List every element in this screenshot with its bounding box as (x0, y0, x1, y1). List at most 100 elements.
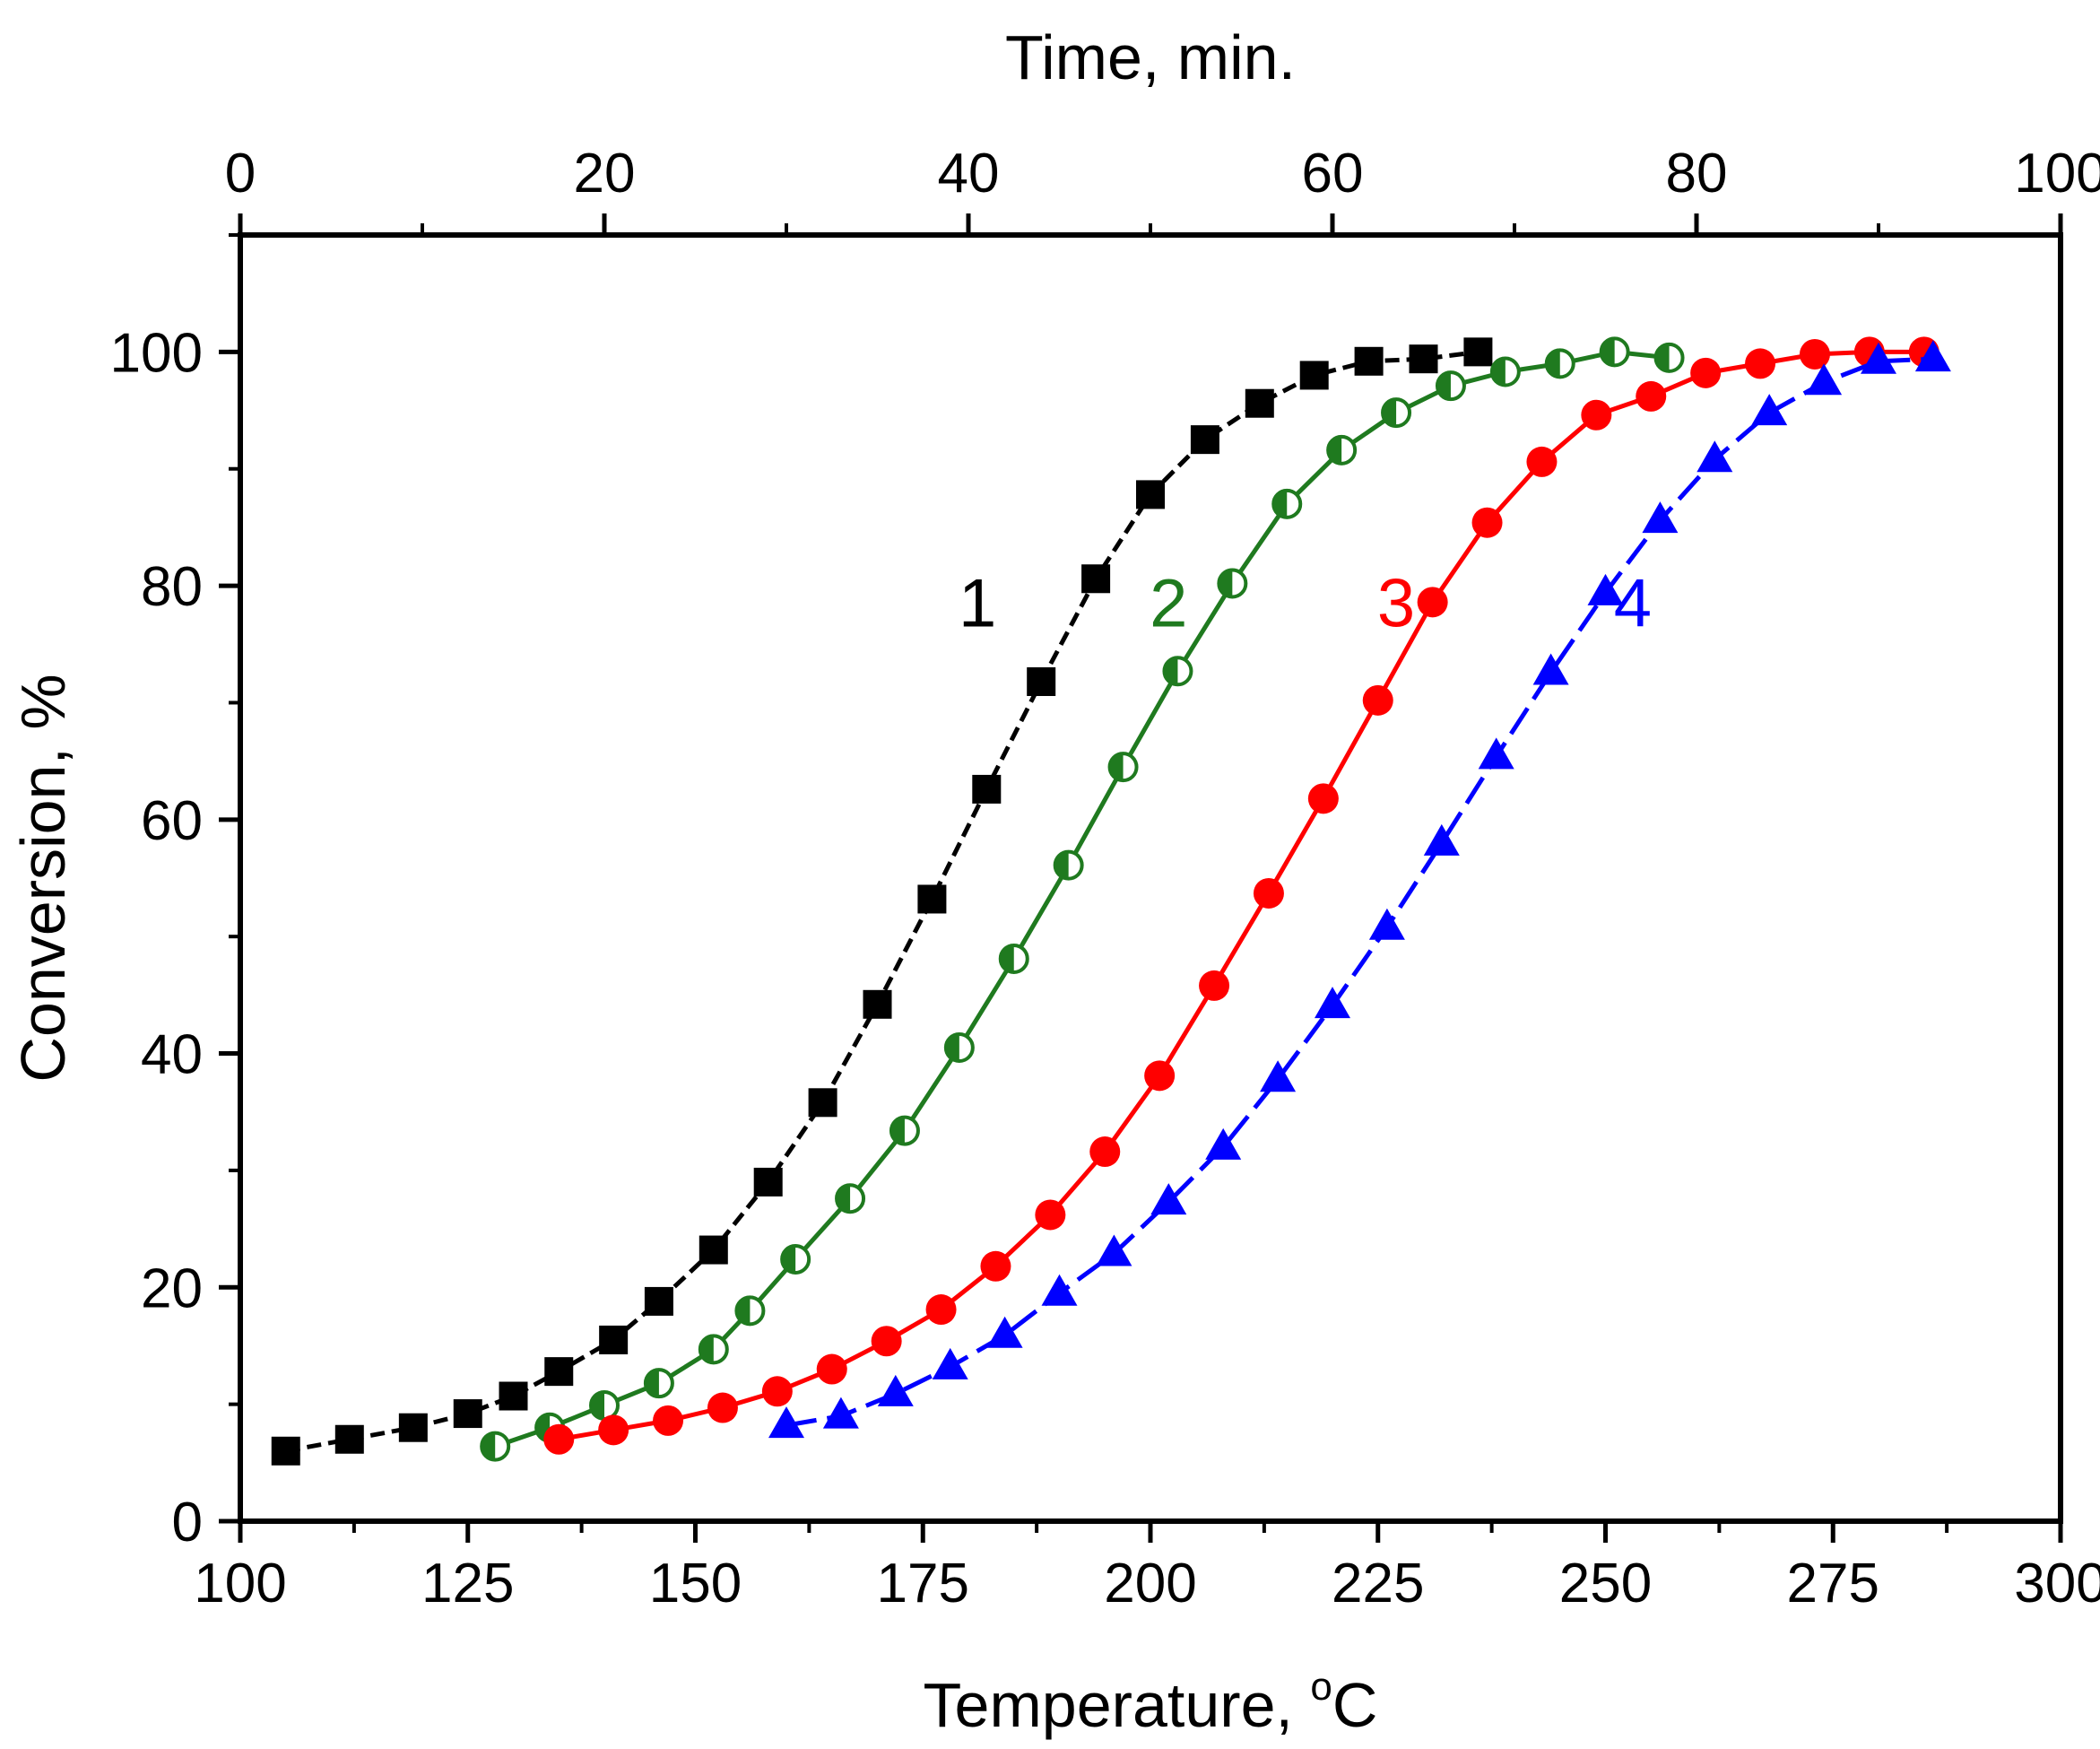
marker-half-fill (591, 1391, 604, 1419)
series-layer (271, 336, 1951, 1466)
series-1-point (863, 989, 892, 1019)
series-2-point (889, 1115, 920, 1146)
series-2-point (1217, 568, 1248, 599)
series-3-point (1199, 970, 1230, 1001)
x-tick-label: 175 (877, 1553, 969, 1614)
series-1 (271, 337, 1493, 1466)
curve-label-4: 4 (1614, 566, 1652, 642)
series-3-point (653, 1405, 684, 1436)
marker-half-fill (1109, 753, 1124, 781)
marker-half-fill (1436, 372, 1451, 400)
series-3-point (1362, 684, 1393, 716)
x2-tick-label: 40 (938, 143, 1000, 204)
marker-half-fill (1000, 944, 1014, 972)
marker-half-fill (1601, 338, 1615, 366)
series-4-point (877, 1374, 914, 1406)
series-2-point (1489, 356, 1521, 387)
series-1-point (972, 774, 1002, 804)
series-1-point (1136, 480, 1165, 509)
series-3-point (543, 1423, 575, 1455)
series-4-point (1806, 363, 1843, 396)
marker-half-fill (1328, 436, 1342, 464)
series-3-point (1089, 1136, 1121, 1168)
series-3-point (1799, 338, 1830, 370)
series-3-point (1745, 348, 1776, 379)
marker-half-fill (1546, 350, 1560, 378)
series-4-point (986, 1316, 1023, 1348)
series-3-point (598, 1414, 629, 1446)
series-4-point (1532, 653, 1569, 685)
series-3-point (1581, 399, 1612, 431)
series-2-point (1271, 488, 1303, 519)
series-2-point (1326, 434, 1358, 466)
series-4-point (768, 1406, 804, 1439)
series-4-point (1914, 340, 1951, 372)
marker-half-fill (782, 1245, 796, 1273)
series-3-point (925, 1294, 957, 1326)
series-2-point (734, 1295, 766, 1327)
series-1-point (753, 1167, 783, 1196)
series-4-point (1150, 1183, 1187, 1215)
series-1-point (699, 1235, 728, 1265)
x2-tick-label: 20 (574, 143, 636, 204)
series-3-point (1526, 446, 1558, 477)
series-4-point (1751, 394, 1788, 426)
series-2-point (943, 1032, 975, 1064)
marker-half-fill (736, 1297, 751, 1325)
series-4-point (1478, 737, 1514, 770)
series-2-point (480, 1431, 511, 1462)
series-4-point (1861, 342, 1896, 374)
x2-axis-title: Time, min. (1005, 22, 1296, 92)
series-4-point (1587, 573, 1624, 605)
marker-half-fill (1219, 570, 1233, 597)
marker-half-fill (482, 1432, 496, 1460)
x-axis-title-unit: C (1332, 1670, 1378, 1740)
y-tick-label: 0 (172, 1492, 203, 1553)
marker-half-fill (1273, 490, 1288, 518)
series-3-point (707, 1392, 738, 1423)
series-2-point (643, 1368, 674, 1399)
series-2-point (998, 943, 1029, 974)
curve-label-2: 2 (1150, 566, 1187, 642)
y-axis-title: Conversion, % (8, 674, 78, 1082)
curve-labels: 1 2 3 4 (959, 566, 1652, 642)
series-4-point (1696, 440, 1733, 473)
series-1-point (1409, 344, 1438, 374)
marker-half-fill (890, 1117, 905, 1144)
series-3-point (816, 1353, 847, 1385)
x-axis-title: Temperature, oC (924, 1665, 1378, 1740)
y-tick-label: 100 (110, 322, 203, 384)
marker-half-fill (837, 1185, 851, 1213)
marker-half-fill (1491, 358, 1506, 386)
marker-half-fill (645, 1370, 659, 1397)
x-tick-label: 200 (1104, 1553, 1196, 1614)
x2-tick-label: 80 (1666, 143, 1728, 204)
series-2-point (835, 1183, 866, 1214)
marker-half-fill (1054, 851, 1069, 879)
series-1-point (1463, 337, 1493, 367)
series-2-point (780, 1243, 811, 1275)
series-2-point (1381, 397, 1412, 429)
series-3-point (1417, 587, 1448, 618)
series-4-point (1041, 1274, 1078, 1306)
series-3-point (1690, 357, 1722, 388)
y-tick-label: 20 (141, 1257, 203, 1319)
series-1-point (544, 1357, 574, 1387)
series-2-point (1435, 370, 1466, 402)
x-tick-label: 225 (1332, 1553, 1424, 1614)
series-2 (480, 336, 1685, 1462)
marker-half-fill (699, 1336, 714, 1363)
series-4 (768, 340, 1951, 1439)
series-4-point (1642, 501, 1679, 534)
series-2-point (698, 1334, 729, 1365)
marker-half-fill (1383, 399, 1397, 427)
y-tick-label: 60 (141, 790, 203, 852)
series-1-point (599, 1325, 629, 1354)
series-1-point (453, 1399, 482, 1429)
series-3-point (1144, 1060, 1176, 1092)
series-2-point (1053, 849, 1084, 881)
series-2-point (1599, 336, 1630, 368)
series-3-point (1307, 783, 1339, 814)
